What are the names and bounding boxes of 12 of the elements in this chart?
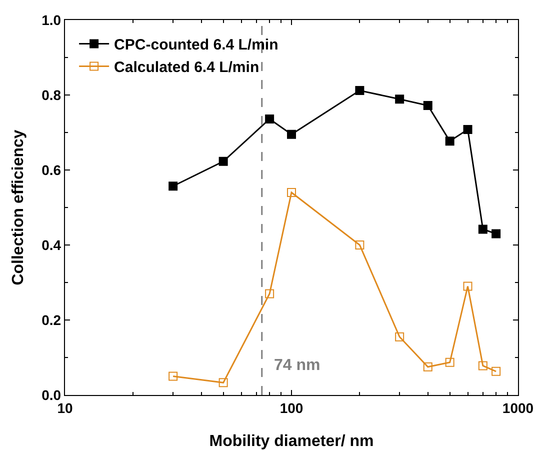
x-tick-label: 100 [280, 400, 304, 416]
y-tick-label: 0.2 [42, 312, 62, 328]
y-tick-label: 0.4 [42, 236, 62, 253]
y-axis-title: Collection efficiency [10, 130, 27, 286]
y-tick-label: 0.8 [42, 86, 62, 103]
ref-line-label: 74 nm [274, 357, 320, 374]
y-tick-label: 0.6 [42, 162, 62, 178]
x-tick-label: 1000 [502, 400, 534, 416]
legend-label: Calculated 6.4 L/min [114, 59, 260, 76]
y-tick-label: 1.0 [42, 12, 62, 28]
x-axis-title: Mobility diameter/ nm [209, 433, 374, 450]
legend-label: CPC-counted 6.4 L/min [114, 36, 278, 54]
